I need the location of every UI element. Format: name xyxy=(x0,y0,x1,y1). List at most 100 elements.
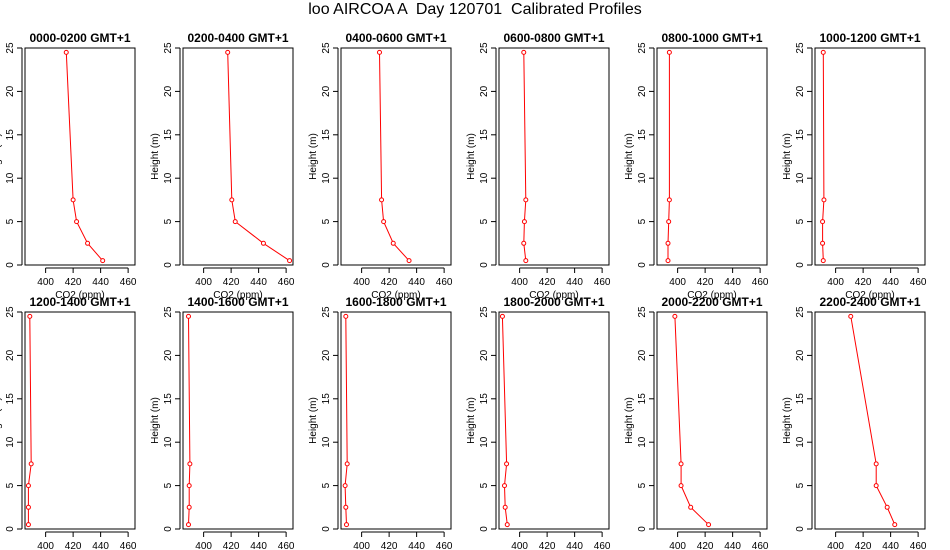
y-tick-label: 5 xyxy=(795,218,806,224)
x-tick-label: 400 xyxy=(511,541,528,550)
data-point xyxy=(521,240,527,246)
y-tick-label: 0 xyxy=(321,262,332,268)
data-point xyxy=(342,483,348,489)
plot-frame xyxy=(340,47,452,266)
data-point xyxy=(706,522,712,528)
data-point xyxy=(343,504,349,510)
y-tick-label: 10 xyxy=(795,172,806,184)
data-point xyxy=(672,313,678,319)
series-line xyxy=(822,52,825,261)
y-tick-label: 15 xyxy=(163,129,174,141)
data-point xyxy=(186,313,191,319)
x-axis-label: CO2 (ppm) xyxy=(845,290,894,301)
plot-frame xyxy=(498,47,610,266)
x-tick-label: 400 xyxy=(37,541,54,550)
page-title: loo AIRCOA A Day 120701 Calibrated Profi… xyxy=(308,1,642,18)
x-axis-label: CO2 (ppm) xyxy=(213,290,262,301)
profile-chart-6: 1000-1200 GMT+1 400 420 440 460 CO2 (ppm) 0 5 10… xyxy=(782,31,927,301)
x-tick-label: 420 xyxy=(539,277,556,288)
data-point xyxy=(25,483,31,489)
x-tick-label: 460 xyxy=(278,541,295,550)
data-point xyxy=(186,483,192,489)
x-tick-label: 420 xyxy=(223,277,240,288)
x-tick-label: 420 xyxy=(539,541,556,550)
data-point xyxy=(100,258,106,264)
data-point xyxy=(74,219,80,225)
y-tick-label: 20 xyxy=(795,349,806,361)
data-point xyxy=(502,483,507,489)
y-tick-label: 15 xyxy=(795,129,806,141)
y-axis-label: Height (m) xyxy=(624,397,635,444)
y-tick-label: 25 xyxy=(637,306,648,318)
plot-frame xyxy=(340,311,452,530)
data-point xyxy=(820,258,826,264)
y-tick-label: 5 xyxy=(795,482,806,488)
y-tick-label: 25 xyxy=(321,306,332,318)
y-tick-label: 20 xyxy=(637,349,648,361)
data-point xyxy=(521,49,527,55)
x-tick-label: 400 xyxy=(353,277,370,288)
y-tick-label: 15 xyxy=(5,129,16,141)
y-tick-label: 20 xyxy=(321,349,332,361)
data-point xyxy=(25,522,31,528)
y-tick-label: 10 xyxy=(163,436,174,448)
series-line xyxy=(188,316,191,525)
data-point xyxy=(27,313,33,319)
series-line xyxy=(27,316,32,525)
y-tick-label: 25 xyxy=(163,306,174,318)
data-point xyxy=(344,522,349,528)
y-tick-label: 20 xyxy=(321,85,332,97)
data-point xyxy=(186,504,192,510)
y-tick-label: 10 xyxy=(479,172,490,184)
y-tick-label: 0 xyxy=(637,526,648,532)
y-tick-label: 15 xyxy=(321,393,332,405)
y-tick-label: 20 xyxy=(5,349,16,361)
y-tick-label: 15 xyxy=(637,129,648,141)
y-tick-label: 25 xyxy=(795,42,806,54)
x-tick-label: 440 xyxy=(724,277,741,288)
x-tick-label: 440 xyxy=(250,277,267,288)
x-tick-label: 420 xyxy=(223,541,240,550)
x-tick-label: 420 xyxy=(65,541,82,550)
x-tick-label: 440 xyxy=(724,541,741,550)
y-tick-label: 25 xyxy=(321,42,332,54)
y-tick-label: 10 xyxy=(321,172,332,184)
y-tick-label: 15 xyxy=(479,129,490,141)
y-tick-label: 0 xyxy=(5,526,16,532)
profile-chart-3: 0400-0600 GMT+1 400 420 440 460 CO2 (ppm) 0 5 10… xyxy=(308,31,453,301)
y-axis-label: Height (m) xyxy=(0,133,3,180)
data-point xyxy=(85,240,91,246)
chart-title: 1200-1400 GMT+1 xyxy=(29,295,130,309)
y-axis-label: Height (m) xyxy=(150,397,161,444)
x-tick-label: 460 xyxy=(120,541,137,550)
y-tick-label: 20 xyxy=(5,85,16,97)
series-line xyxy=(850,316,896,525)
y-axis-label: Height (m) xyxy=(466,397,477,444)
x-tick-label: 440 xyxy=(882,541,899,550)
data-point xyxy=(70,197,76,203)
data-point xyxy=(381,219,387,225)
y-tick-label: 25 xyxy=(795,306,806,318)
x-tick-label: 460 xyxy=(910,541,927,550)
y-tick-label: 5 xyxy=(5,482,16,488)
y-axis-label: Height (m) xyxy=(624,133,635,180)
x-tick-label: 400 xyxy=(827,277,844,288)
plot-frame xyxy=(24,47,136,266)
chart-title: 0000-0200 GMT+1 xyxy=(29,31,130,45)
y-tick-label: 10 xyxy=(163,172,174,184)
data-point xyxy=(523,258,529,264)
y-axis-label: Height (m) xyxy=(308,133,319,180)
x-tick-label: 460 xyxy=(120,277,137,288)
y-tick-label: 10 xyxy=(321,436,332,448)
y-tick-label: 0 xyxy=(5,262,16,268)
data-point xyxy=(377,49,382,55)
y-tick-label: 15 xyxy=(479,393,490,405)
x-tick-label: 460 xyxy=(752,277,769,288)
x-tick-label: 440 xyxy=(566,541,583,550)
y-tick-label: 15 xyxy=(5,393,16,405)
y-tick-label: 10 xyxy=(479,436,490,448)
x-axis-label: CO2 (ppm) xyxy=(55,290,104,301)
data-point xyxy=(678,483,684,489)
